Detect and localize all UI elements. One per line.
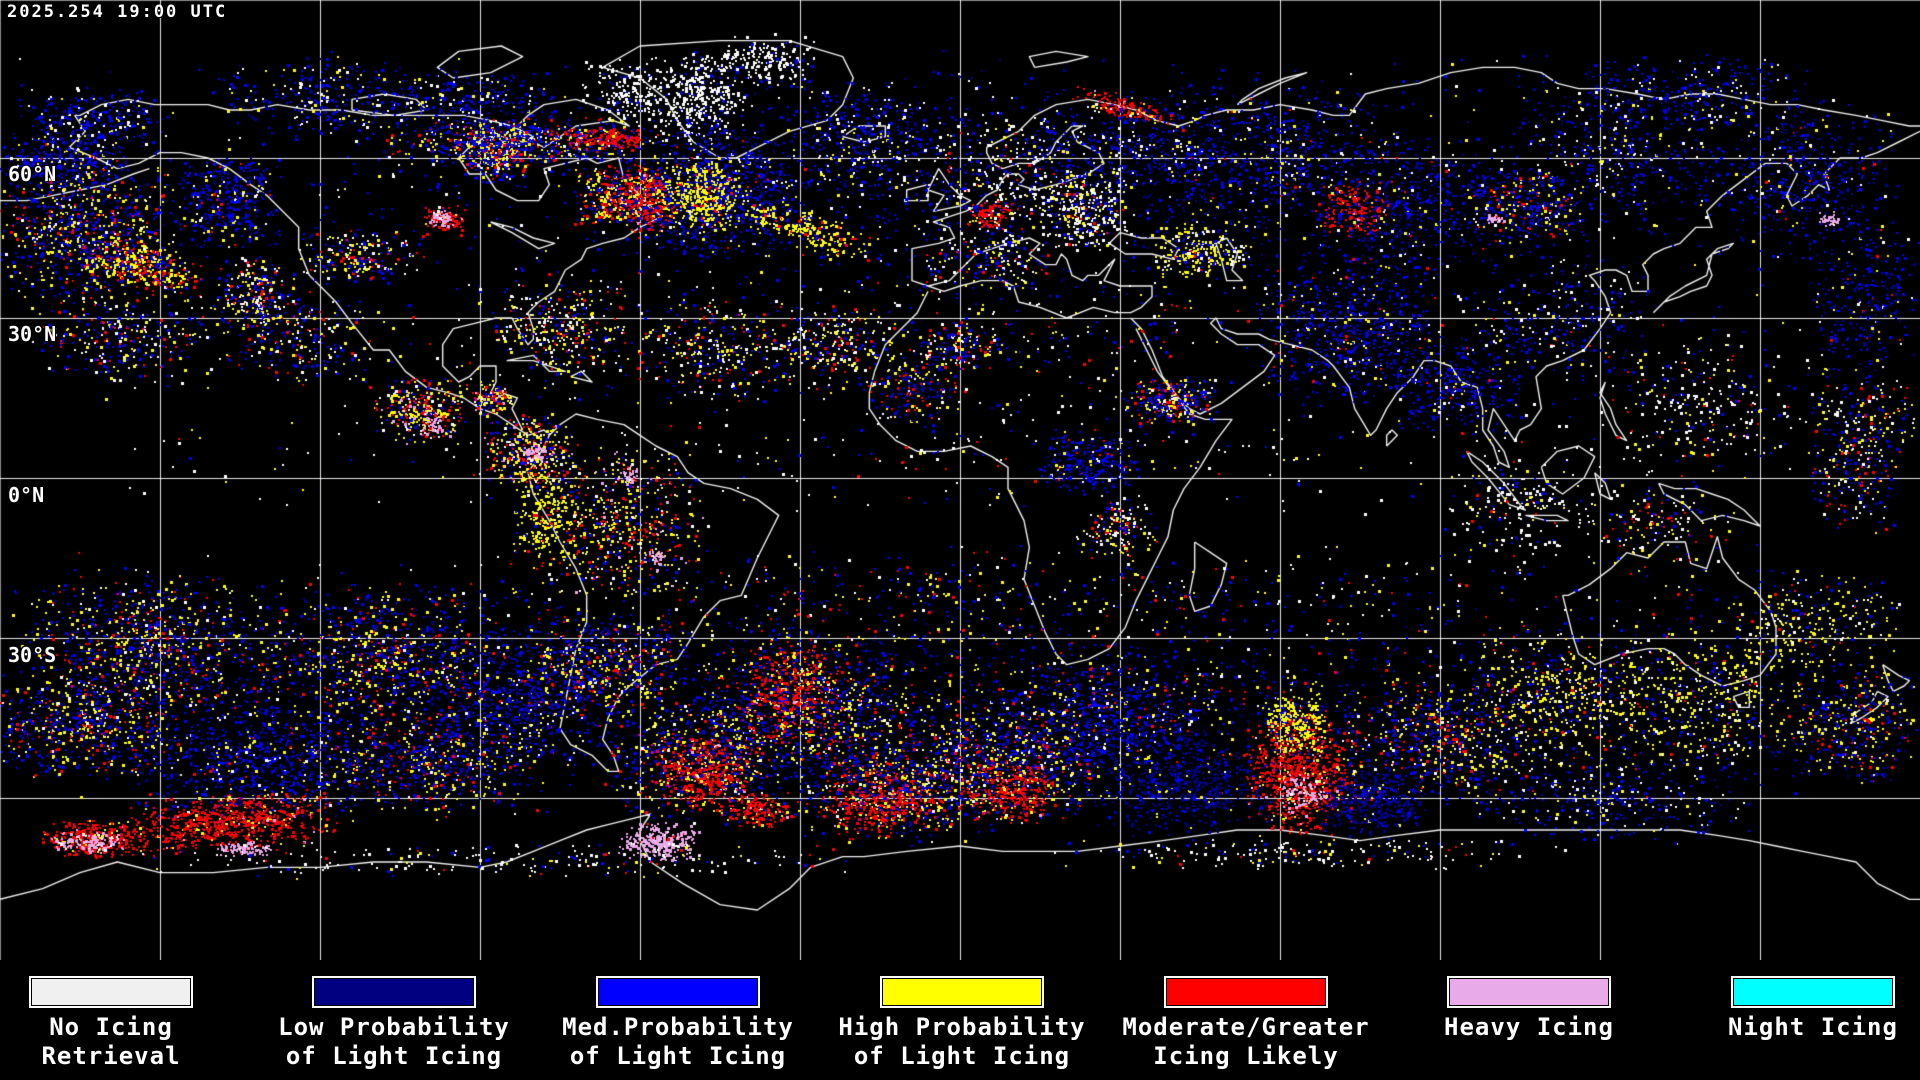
heavy-icing-swatch bbox=[1447, 976, 1611, 1008]
high-probability-swatch bbox=[880, 976, 1044, 1008]
legend-label: Low Probability of Light Icing bbox=[278, 1013, 510, 1071]
legend-label-line1: Low Probability bbox=[278, 1013, 510, 1041]
legend-label: High Probability of Light Icing bbox=[838, 1013, 1085, 1071]
lat-label-30s: 30°S bbox=[8, 643, 57, 667]
legend-bar: No Icing Retrieval Low Probability of Ligh… bbox=[0, 960, 1920, 1080]
legend-label: Moderate/Greater Icing Likely bbox=[1122, 1013, 1369, 1071]
legend-item-heavy-icing: Heavy Icing bbox=[1379, 976, 1679, 1042]
legend-label-line1: No Icing bbox=[49, 1013, 173, 1041]
legend-item-high-probability: High Probability of Light Icing bbox=[812, 976, 1112, 1071]
legend-item-med-probability: Med.Probability of Light Icing bbox=[528, 976, 828, 1071]
legend-label-line1: Night Icing bbox=[1728, 1013, 1898, 1041]
legend-label: No Icing Retrieval bbox=[41, 1013, 180, 1071]
legend-label-line2: Icing Likely bbox=[1153, 1042, 1339, 1070]
night-icing-swatch bbox=[1731, 976, 1895, 1008]
legend-label-line2: Retrieval bbox=[41, 1042, 181, 1070]
lat-label-0n: 0°N bbox=[8, 483, 45, 507]
no-icing-retrieval-swatch bbox=[29, 976, 193, 1008]
moderate-greater-swatch bbox=[1164, 976, 1328, 1008]
legend-label-line1: Moderate/Greater bbox=[1122, 1013, 1370, 1041]
legend-label-line1: Med.Probability bbox=[562, 1013, 794, 1041]
lat-label-30n: 30°N bbox=[8, 322, 57, 346]
legend-label: Med.Probability of Light Icing bbox=[562, 1013, 794, 1071]
legend-label-line2: of Light Icing bbox=[569, 1042, 787, 1070]
legend-label-line1: Heavy Icing bbox=[1444, 1013, 1614, 1041]
legend-label-line2: of Light Icing bbox=[285, 1042, 503, 1070]
legend-item-no-icing-retrieval: No Icing Retrieval bbox=[0, 976, 261, 1071]
low-probability-swatch bbox=[312, 976, 476, 1008]
legend-item-night-icing: Night Icing bbox=[1663, 976, 1920, 1042]
legend-label-line1: High Probability bbox=[838, 1013, 1086, 1041]
timestamp: 2025.254 19:00 UTC bbox=[7, 2, 228, 22]
legend-label: Night Icing bbox=[1728, 1013, 1898, 1042]
legend-item-moderate-greater: Moderate/Greater Icing Likely bbox=[1096, 976, 1396, 1071]
legend-item-low-probability: Low Probability of Light Icing bbox=[244, 976, 544, 1071]
med-probability-swatch bbox=[596, 976, 760, 1008]
legend-label-line2: of Light Icing bbox=[853, 1042, 1071, 1070]
lat-label-60n: 60°N bbox=[8, 162, 57, 186]
world-icing-map-canvas bbox=[0, 0, 1920, 960]
legend-label: Heavy Icing bbox=[1444, 1013, 1614, 1042]
